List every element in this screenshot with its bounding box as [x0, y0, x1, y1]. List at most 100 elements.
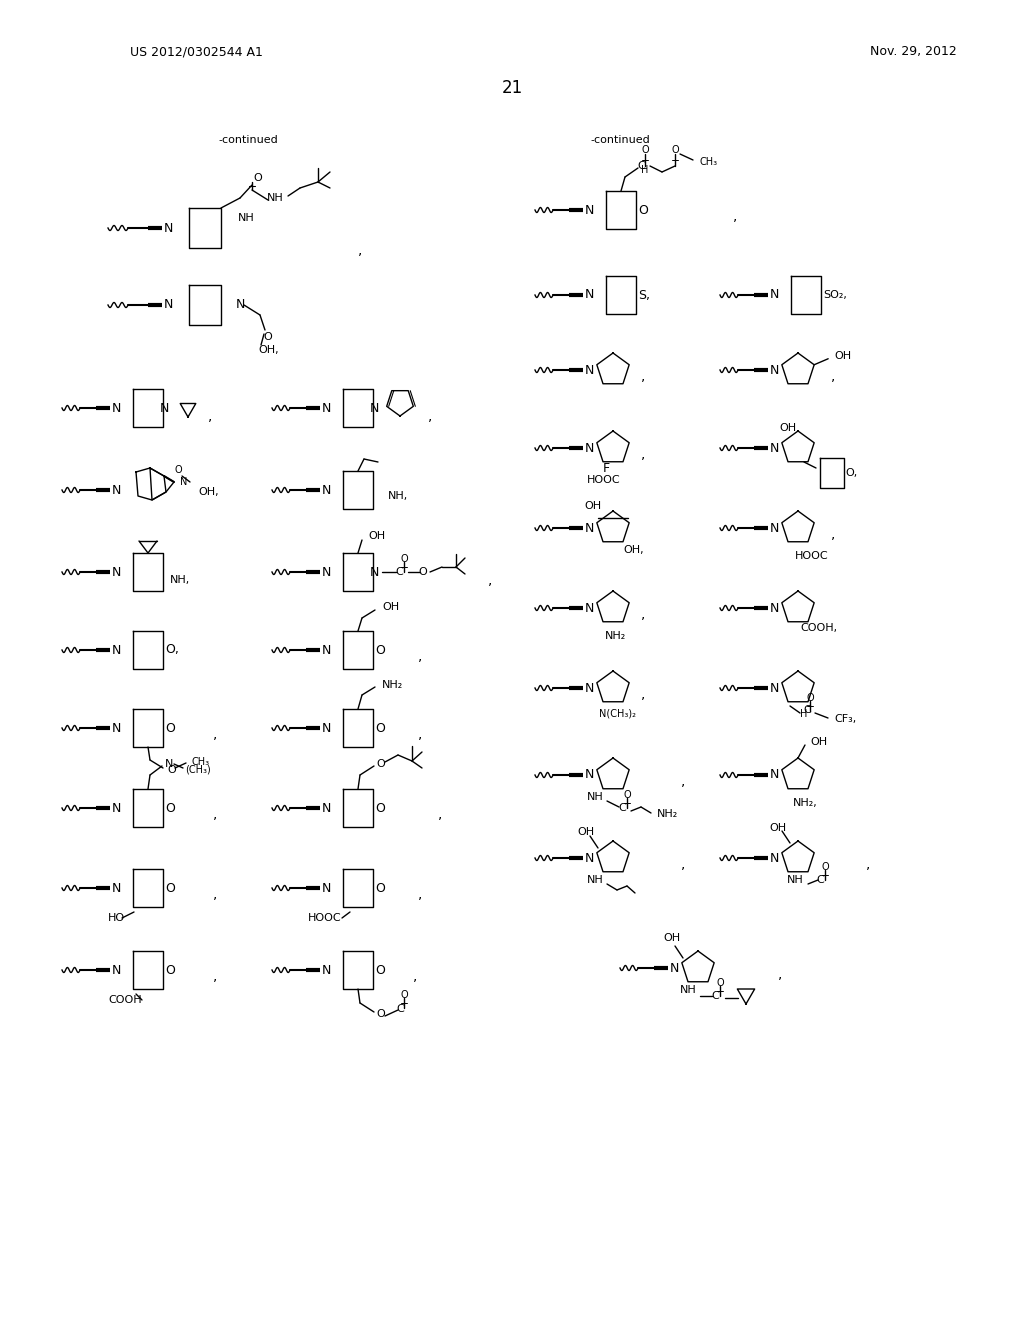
- Text: NH,: NH,: [388, 491, 409, 502]
- Text: C: C: [396, 1005, 403, 1014]
- Text: ,: ,: [778, 968, 782, 981]
- Text: O: O: [165, 882, 175, 895]
- Text: N(CH₃)₂: N(CH₃)₂: [599, 709, 636, 719]
- Text: NH: NH: [238, 213, 255, 223]
- Text: N: N: [585, 363, 594, 376]
- Text: ,: ,: [213, 887, 217, 902]
- Text: ,: ,: [733, 209, 737, 223]
- Text: O: O: [638, 203, 648, 216]
- Text: N: N: [585, 203, 594, 216]
- Text: CF₃,: CF₃,: [834, 714, 856, 723]
- Text: US 2012/0302544 A1: US 2012/0302544 A1: [130, 45, 263, 58]
- Text: N: N: [112, 483, 121, 496]
- Text: O: O: [400, 990, 408, 1001]
- Text: O: O: [821, 862, 828, 873]
- Text: ,: ,: [681, 857, 685, 871]
- Text: N: N: [322, 964, 331, 977]
- Text: -continued: -continued: [590, 135, 650, 145]
- Text: ,: ,: [418, 727, 422, 741]
- Text: N: N: [585, 441, 594, 454]
- Text: N: N: [322, 401, 331, 414]
- Text: (CH₃): (CH₃): [185, 764, 211, 774]
- Text: O: O: [419, 568, 427, 577]
- Text: N: N: [769, 681, 778, 694]
- Text: N: N: [322, 801, 331, 814]
- Text: C: C: [637, 161, 645, 172]
- Text: ,: ,: [418, 649, 422, 663]
- Text: C: C: [618, 803, 626, 813]
- Text: ,: ,: [213, 807, 217, 821]
- Text: OH: OH: [810, 737, 827, 747]
- Text: -continued: -continued: [218, 135, 278, 145]
- Text: HOOC: HOOC: [308, 913, 342, 923]
- Text: O: O: [263, 333, 272, 342]
- Text: N: N: [322, 565, 331, 578]
- Text: HO: HO: [108, 913, 125, 923]
- Text: O: O: [376, 759, 385, 770]
- Text: N: N: [769, 602, 778, 615]
- Text: N: N: [322, 483, 331, 496]
- Text: O: O: [254, 173, 262, 183]
- Text: C: C: [395, 568, 402, 577]
- Text: OH: OH: [368, 531, 385, 541]
- Text: ,: ,: [413, 969, 417, 983]
- Text: C: C: [803, 705, 811, 715]
- Text: HOOC: HOOC: [587, 475, 621, 484]
- Text: N: N: [370, 401, 379, 414]
- Text: NH₂: NH₂: [605, 631, 627, 642]
- Text: N: N: [236, 298, 246, 312]
- Text: O: O: [376, 1008, 385, 1019]
- Text: N: N: [670, 961, 679, 974]
- Text: NH₂: NH₂: [657, 809, 678, 818]
- Text: OH: OH: [769, 822, 786, 833]
- Text: O: O: [375, 644, 385, 656]
- Text: N: N: [322, 722, 331, 734]
- Text: N: N: [180, 477, 187, 487]
- Text: OH: OH: [382, 602, 399, 612]
- Text: OH: OH: [664, 933, 681, 942]
- Text: ,: ,: [213, 727, 217, 741]
- Text: O: O: [375, 882, 385, 895]
- Text: N: N: [769, 289, 778, 301]
- Text: O: O: [375, 801, 385, 814]
- Text: ,: ,: [208, 409, 212, 422]
- Text: N: N: [112, 401, 121, 414]
- Text: N: N: [163, 298, 173, 312]
- Text: COOH: COOH: [108, 995, 141, 1005]
- Text: N: N: [769, 441, 778, 454]
- Text: ,: ,: [641, 370, 645, 383]
- Text: SO₂,: SO₂,: [823, 290, 847, 300]
- Text: N: N: [112, 644, 121, 656]
- Text: NH: NH: [786, 875, 804, 884]
- Text: N: N: [112, 964, 121, 977]
- Text: O: O: [641, 145, 649, 154]
- Text: O,: O,: [845, 469, 857, 478]
- Text: N: N: [165, 759, 173, 770]
- Text: HOOC: HOOC: [795, 550, 828, 561]
- Text: S,: S,: [638, 289, 650, 301]
- Text: ,: ,: [357, 243, 362, 257]
- Text: ,: ,: [641, 447, 645, 461]
- Text: O: O: [165, 722, 175, 734]
- Text: OH: OH: [835, 351, 851, 360]
- Text: N: N: [585, 289, 594, 301]
- Text: H: H: [641, 165, 648, 176]
- Text: N: N: [585, 602, 594, 615]
- Text: O: O: [165, 801, 175, 814]
- Text: O,: O,: [165, 644, 179, 656]
- Text: F: F: [602, 462, 609, 474]
- Text: ,: ,: [681, 774, 685, 788]
- Text: O: O: [624, 789, 631, 800]
- Text: N: N: [585, 681, 594, 694]
- Text: N: N: [769, 851, 778, 865]
- Text: H: H: [801, 709, 808, 719]
- Text: ,: ,: [428, 409, 432, 422]
- Text: ,: ,: [418, 887, 422, 902]
- Text: NH,: NH,: [170, 576, 190, 585]
- Text: OH,: OH,: [198, 487, 219, 498]
- Text: N: N: [160, 401, 169, 414]
- Text: NH: NH: [266, 193, 284, 203]
- Text: N: N: [585, 521, 594, 535]
- Text: COOH,: COOH,: [800, 623, 838, 634]
- Text: NH: NH: [680, 985, 696, 995]
